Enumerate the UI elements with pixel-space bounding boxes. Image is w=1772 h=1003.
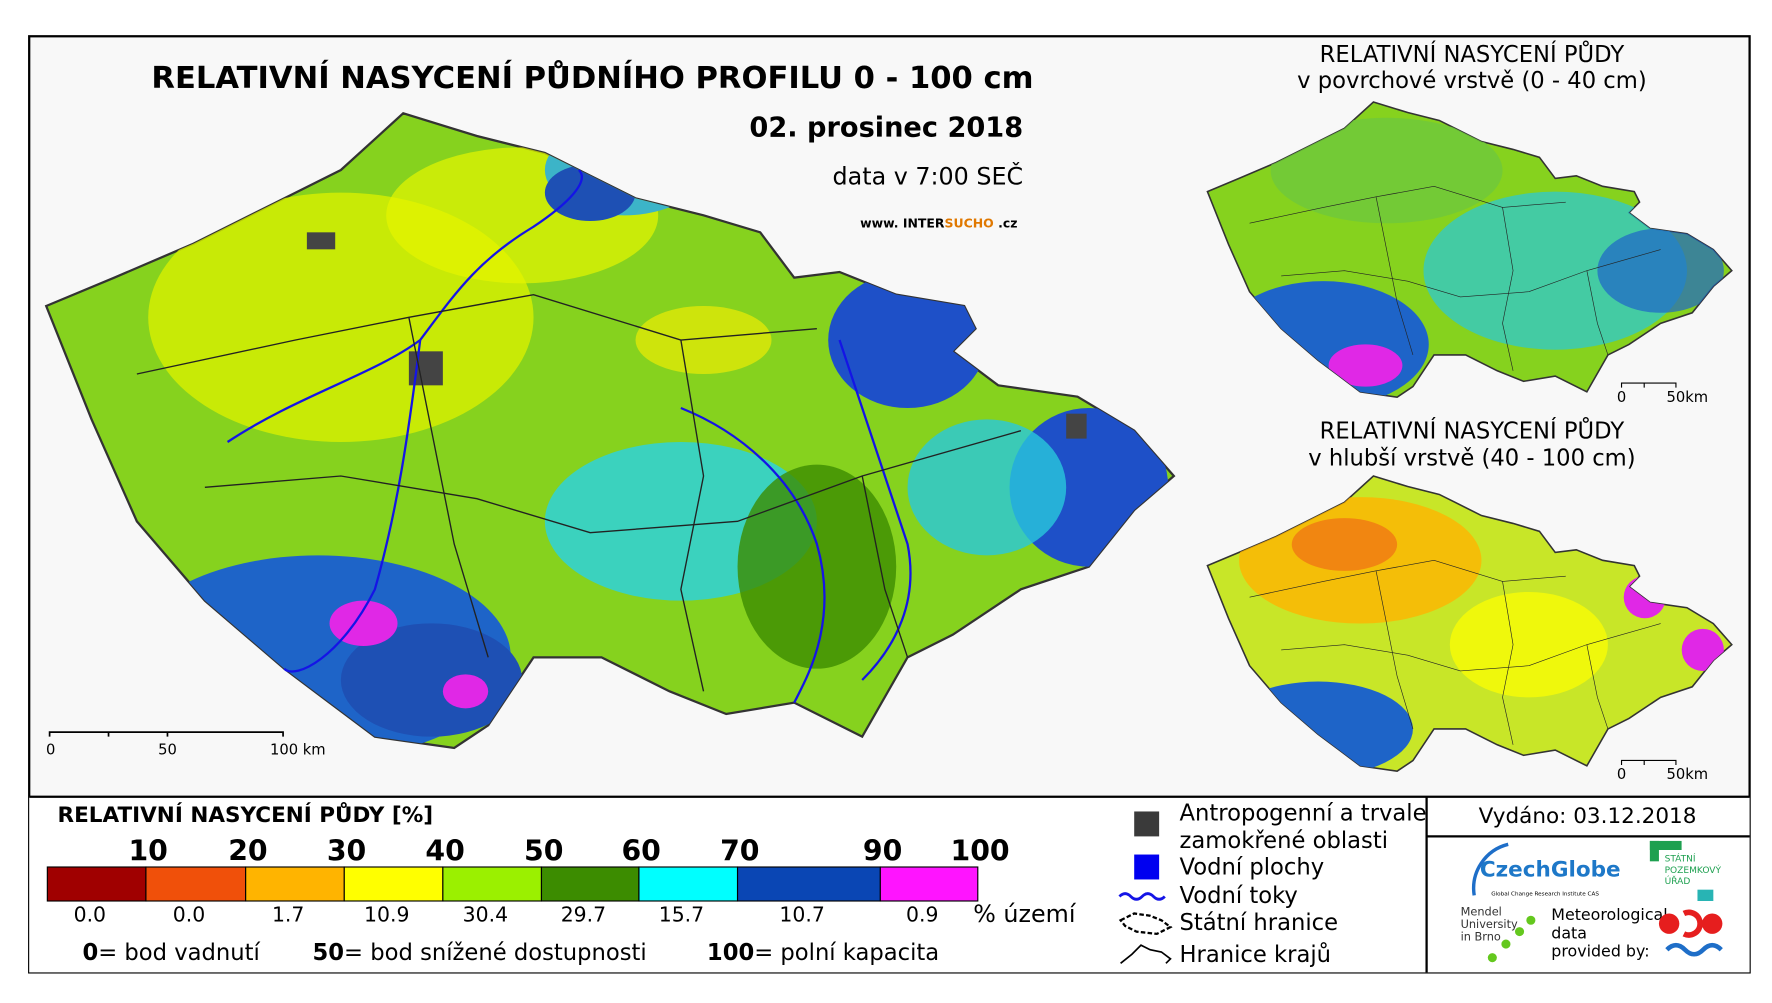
inset-subtitle: v hlubší vrstvě (40 - 100 cm) bbox=[1308, 446, 1635, 472]
legend-swatch bbox=[46, 866, 147, 902]
logo-spu-mark bbox=[1649, 840, 1659, 862]
logo-text: University bbox=[1461, 917, 1518, 931]
logo-text: data bbox=[1551, 923, 1587, 942]
scale-label: 50km bbox=[1666, 389, 1708, 406]
legend-note-text: = polní kapacita bbox=[754, 940, 939, 966]
legend-boundary: 100 bbox=[950, 834, 1009, 867]
logo-text: POZEMKOVÝ bbox=[1665, 864, 1722, 876]
legend-note: 50= bod snížené dostupnosti bbox=[313, 940, 647, 966]
legend-share: 0.9 bbox=[906, 903, 938, 927]
logo-spu-mark bbox=[1697, 889, 1714, 901]
feature-label: Antropogenní a trvale zamokřené oblasti bbox=[1180, 800, 1427, 853]
date: 02. prosinec 2018 bbox=[749, 113, 1023, 144]
legend-swatch bbox=[879, 866, 979, 902]
legend-boundary: 70 bbox=[720, 834, 759, 867]
scale-label: 50 bbox=[158, 741, 177, 758]
legend-boundary: 30 bbox=[327, 834, 366, 867]
scale-label: 0 bbox=[1617, 389, 1626, 406]
legend-share: 1.7 bbox=[272, 903, 304, 927]
logo-text: in Brno bbox=[1461, 929, 1501, 943]
legend-share: 0.0 bbox=[74, 903, 106, 927]
legend-share: 0.0 bbox=[173, 903, 205, 927]
legend-boundary: 40 bbox=[425, 834, 464, 867]
legend-swatch bbox=[442, 866, 543, 902]
website: www. INTERSUCHO .cz bbox=[860, 215, 1017, 230]
icon-region-border bbox=[1120, 944, 1172, 964]
legend-share: 10.7 bbox=[779, 903, 824, 927]
logo-text: provided by: bbox=[1551, 942, 1649, 961]
logo-text: Meteorological bbox=[1551, 905, 1667, 924]
legend-note-text: = bod snížené dostupnosti bbox=[344, 940, 647, 966]
icon-state-border bbox=[1118, 912, 1173, 936]
inset-map-bottom bbox=[1206, 475, 1733, 772]
legend-swatch bbox=[145, 866, 247, 902]
legend-note-value: 100 bbox=[707, 940, 754, 966]
website-part: www. INTER bbox=[860, 215, 945, 230]
legend-boundary: 90 bbox=[863, 834, 902, 867]
legend-unit: % území bbox=[973, 900, 1077, 928]
legend-share: 30.4 bbox=[463, 903, 508, 927]
legend-boundary: 10 bbox=[128, 834, 167, 867]
legend-swatch bbox=[540, 866, 640, 902]
legend-swatch bbox=[245, 866, 345, 902]
legend-share: 10.9 bbox=[364, 903, 409, 927]
feature-label: Vodní toky bbox=[1180, 883, 1298, 909]
legend-share: 15.7 bbox=[659, 903, 704, 927]
logo-chmi bbox=[1658, 909, 1723, 957]
scale-bar bbox=[48, 731, 284, 737]
inset-subtitle: v povrchové vrstvě (0 - 40 cm) bbox=[1297, 68, 1647, 94]
icon-water-bodies bbox=[1134, 854, 1160, 880]
legend-swatch bbox=[343, 866, 444, 902]
legend-swatch bbox=[638, 866, 739, 902]
data-time: data v 7:00 SEČ bbox=[833, 162, 1024, 190]
logo-spu-mark bbox=[1649, 840, 1682, 850]
legend-note-value: 50 bbox=[313, 940, 345, 966]
legend-note-text: = bod vadnutí bbox=[98, 940, 260, 966]
legend-swatch bbox=[736, 866, 881, 902]
inset-title: RELATIVNÍ NASYCENÍ PŮDY bbox=[1320, 415, 1625, 444]
logo-dots bbox=[1487, 915, 1536, 963]
website-part: .cz bbox=[994, 215, 1018, 230]
legend-boundary: 50 bbox=[524, 834, 563, 867]
inset-scale-bar bbox=[1620, 382, 1677, 388]
inset-title: RELATIVNÍ NASYCENÍ PŮDY bbox=[1320, 39, 1625, 68]
logo-arc bbox=[1471, 842, 1509, 896]
map-title: RELATIVNÍ NASYCENÍ PŮDNÍHO PROFILU 0 - 1… bbox=[151, 59, 1033, 96]
logo-czechglobe: CzechGlobe bbox=[1480, 857, 1621, 882]
logo-text: ÚŘAD bbox=[1665, 875, 1691, 887]
issued-date: Vydáno: 03.12.2018 bbox=[1479, 804, 1697, 829]
scale-label: 0 bbox=[46, 741, 55, 758]
legend-share: 29.7 bbox=[561, 903, 606, 927]
logo-czechglobe-sub: Global Change Research Institute CAS bbox=[1491, 892, 1599, 898]
inset-scale-bar bbox=[1620, 759, 1677, 765]
legend-boundary: 20 bbox=[228, 834, 267, 867]
legend-boundary: 60 bbox=[621, 834, 660, 867]
icon-anthropogenic bbox=[1134, 811, 1160, 837]
feature-label: Hranice krajů bbox=[1180, 941, 1331, 968]
scale-label: 100 km bbox=[270, 741, 326, 758]
logo-text: STÁTNÍ bbox=[1665, 853, 1696, 865]
legend-note: 100= polní kapacita bbox=[707, 940, 939, 966]
feature-label: Vodní plochy bbox=[1180, 855, 1325, 881]
legend-notes: 0= bod vadnutí 50= bod snížené dostupnost… bbox=[82, 940, 939, 966]
feature-label-line: zamokřené oblasti bbox=[1180, 827, 1389, 853]
website-part: SUCHO bbox=[945, 215, 994, 230]
logo-text: Mendel bbox=[1461, 904, 1502, 918]
legend-note: 0= bod vadnutí bbox=[82, 940, 260, 966]
legend-note-value: 0 bbox=[82, 940, 98, 966]
legend-title: RELATIVNÍ NASYCENÍ PŮDY [%] bbox=[58, 802, 434, 828]
legend-bar: 0.0 0.0 1.7 10.9 30.4 29.7 15.7 10.7 0.9 10 20 30 40… bbox=[46, 834, 1010, 927]
scale-label: 50km bbox=[1666, 766, 1708, 783]
feature-label: Státní hranice bbox=[1180, 910, 1339, 936]
scale-label: 0 bbox=[1617, 766, 1626, 783]
icon-rivers bbox=[1118, 892, 1166, 901]
feature-label-line: Antropogenní a trvale bbox=[1180, 800, 1427, 826]
